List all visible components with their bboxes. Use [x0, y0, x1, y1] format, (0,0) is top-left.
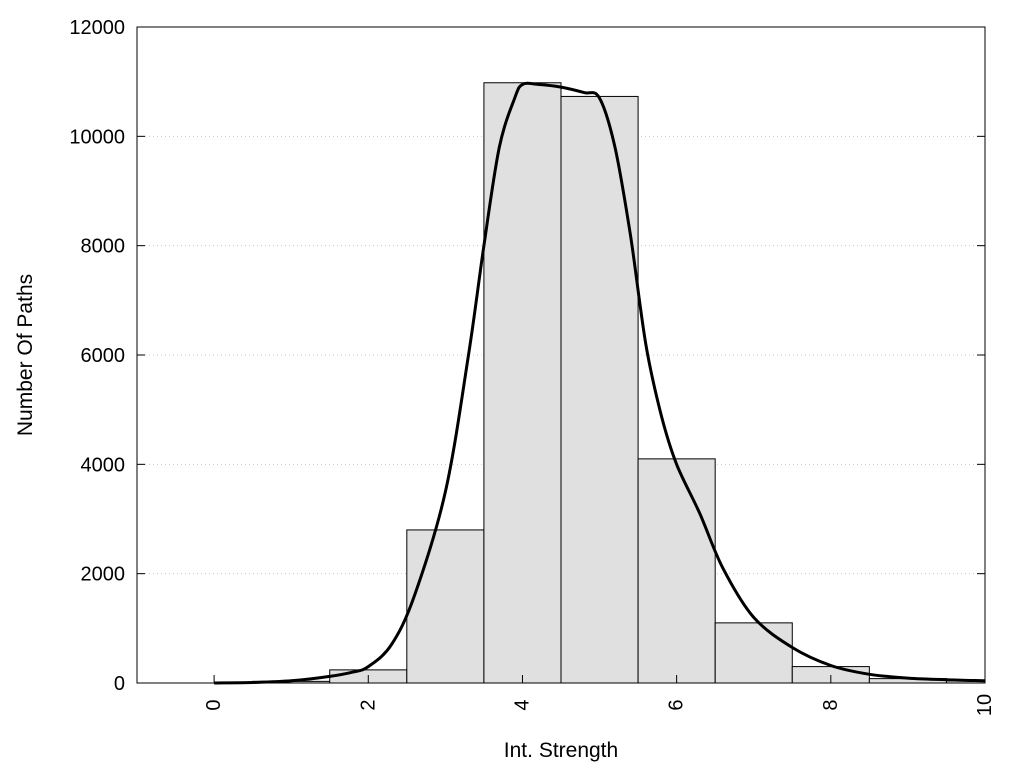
y-tick-label: 4000	[81, 454, 126, 476]
y-tick-label: 8000	[81, 236, 126, 258]
axis-ticks: 0 2000 4000 6000 8000 10000 12000 0 2 4 6 8 10	[69, 17, 996, 716]
y-tick-label: 12000	[69, 17, 125, 39]
y-tick-label: 10000	[69, 126, 125, 148]
fit-curve-layer	[214, 81, 986, 685]
y-tick-label: 2000	[81, 564, 126, 586]
histogram-bar	[560, 95, 639, 684]
x-tick-label: 2	[357, 699, 379, 710]
histogram-bar	[483, 82, 562, 684]
x-tick-label: 10	[974, 694, 996, 716]
x-axis-title: Int. Strength	[504, 739, 618, 762]
bars	[252, 82, 986, 684]
histogram-bar	[406, 529, 485, 684]
x-tick-label: 6	[666, 699, 688, 710]
y-axis-title: Number Of Paths	[14, 274, 37, 436]
y-tick-label: 6000	[81, 345, 126, 367]
x-tick-label: 8	[820, 699, 842, 710]
fit-curve	[214, 81, 986, 685]
x-tick-label: 0	[203, 699, 225, 710]
x-tick-label: 4	[511, 699, 533, 710]
y-tick-label: 0	[114, 673, 125, 695]
histogram-bar	[637, 458, 716, 684]
histogram-bar	[714, 622, 793, 684]
